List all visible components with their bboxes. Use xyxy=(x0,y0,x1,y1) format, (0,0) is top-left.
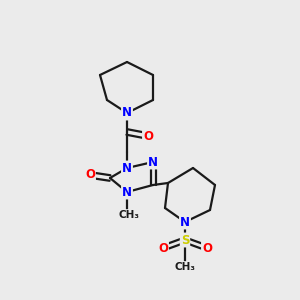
Text: N: N xyxy=(122,185,132,199)
Text: O: O xyxy=(85,169,95,182)
Text: S: S xyxy=(181,233,189,247)
Text: O: O xyxy=(202,242,212,254)
Text: O: O xyxy=(143,130,153,142)
Text: N: N xyxy=(122,106,132,119)
Text: O: O xyxy=(158,242,168,254)
Text: CH₃: CH₃ xyxy=(175,262,196,272)
Text: N: N xyxy=(122,161,132,175)
Text: CH₃: CH₃ xyxy=(118,210,140,220)
Text: N: N xyxy=(180,215,190,229)
Text: N: N xyxy=(148,155,158,169)
